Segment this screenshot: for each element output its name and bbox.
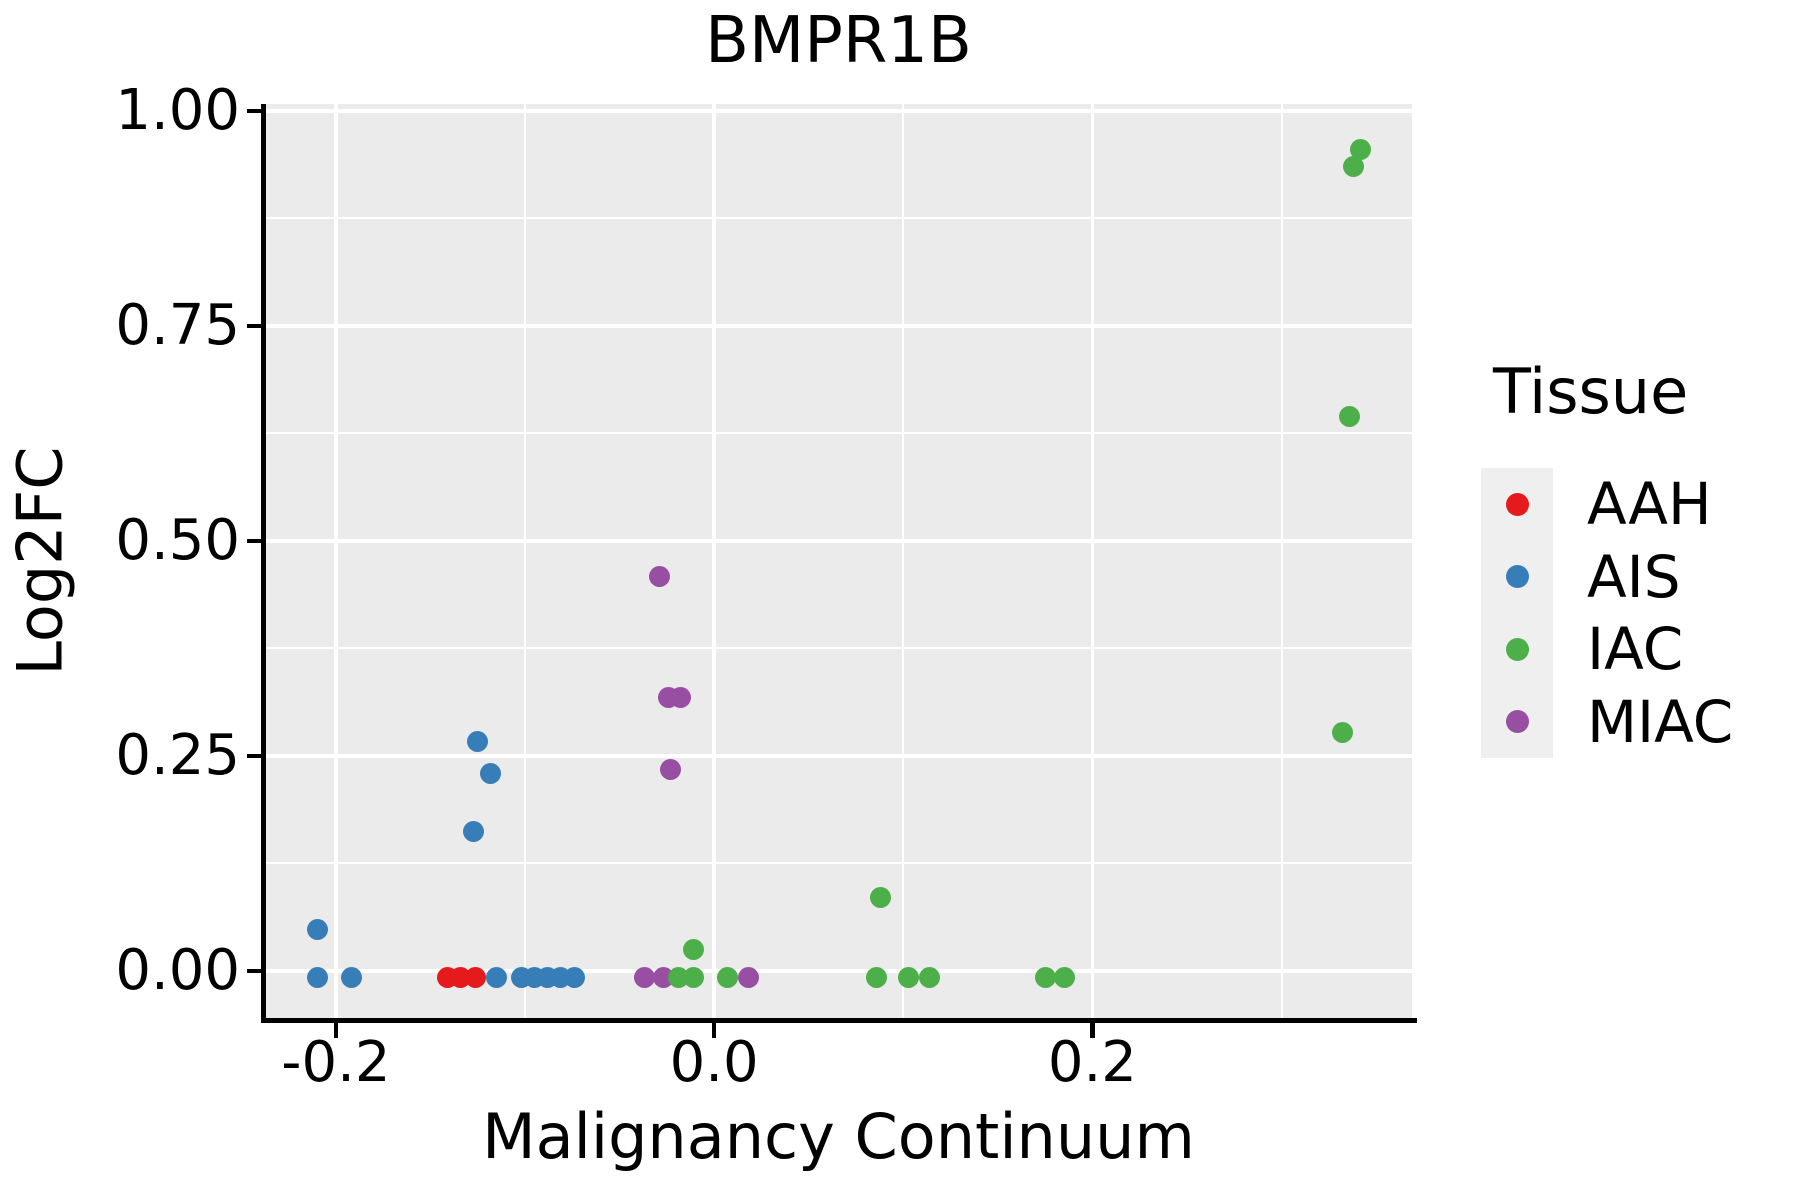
legend-label-ais: AIS [1587,542,1681,611]
data-point-ais [467,730,489,752]
x-tick-mark [711,1023,717,1038]
data-point-iac [919,967,941,989]
legend-label-miac: MIAC [1587,687,1734,756]
data-point-iac [1342,156,1364,178]
legend-title: Tissue [1493,355,1689,428]
y-minor-gridline [265,217,1412,220]
x-minor-gridline [524,104,527,1018]
y-minor-gridline [265,862,1412,865]
data-point-iac [870,887,892,909]
y-tick-label: 0.25 [115,722,240,788]
y-tick-mark [247,538,262,544]
x-axis-title: Malignancy Continuum [482,1100,1195,1173]
x-major-gridline [334,104,338,1018]
data-point-miac [648,565,670,587]
y-axis-title: Log2FC [3,446,77,676]
plot-title: BMPR1B [705,4,972,78]
plot-panel [265,104,1412,1018]
data-point-ais [563,967,585,989]
y-minor-gridline [265,432,1412,435]
data-point-miac [669,686,691,708]
data-point-ais [306,919,328,941]
x-major-gridline [712,104,716,1018]
y-major-gridline [265,539,1412,543]
legend-dot-iac [1505,637,1529,661]
x-minor-gridline [1280,104,1283,1018]
y-major-gridline [265,969,1412,973]
legend-key-strip [1481,468,1553,758]
legend-dot-ais [1505,565,1529,589]
legend-dot-aah [1505,492,1529,516]
y-axis-line [261,104,266,1023]
y-tick-label: 0.75 [115,292,240,358]
y-tick-label: 0.50 [115,507,240,573]
legend-label-aah: AAH [1587,470,1712,539]
x-tick-label: 0.2 [1047,1030,1137,1095]
data-point-ais [463,821,485,843]
y-tick-mark [247,323,262,329]
y-major-gridline [265,754,1412,758]
y-tick-label: 0.00 [115,937,240,1003]
data-point-iac [898,967,920,989]
data-point-iac [1350,139,1372,161]
data-point-iac [1053,967,1075,989]
data-point-iac [716,967,738,989]
x-tick-mark [1090,1023,1095,1038]
y-major-gridline [265,109,1412,113]
y-tick-mark [247,108,262,114]
x-minor-gridline [902,104,905,1018]
data-point-iac [682,938,704,960]
x-tick-mark [333,1023,339,1038]
data-point-iac [1034,967,1056,989]
data-point-miac [737,967,759,989]
y-major-gridline [265,324,1412,328]
data-point-ais [486,967,508,989]
data-point-iac [866,967,888,989]
data-point-iac [682,967,704,989]
y-tick-mark [247,753,262,759]
y-tick-label: 1.00 [115,77,240,143]
x-axis-line [261,1018,1417,1023]
data-point-iac [1331,722,1353,744]
x-tick-label: 0.0 [669,1030,759,1095]
data-point-aah [465,967,487,989]
y-tick-mark [247,968,262,974]
legend-label-iac: IAC [1587,615,1684,684]
data-point-ais [480,762,502,784]
data-point-ais [340,967,362,989]
data-point-miac [660,759,682,781]
x-major-gridline [1090,104,1095,1018]
data-point-ais [306,967,328,989]
legend-dot-miac [1505,710,1529,734]
data-point-miac [633,967,655,989]
x-tick-label: -0.2 [281,1030,391,1095]
data-point-iac [1339,405,1361,427]
y-minor-gridline [265,647,1412,650]
